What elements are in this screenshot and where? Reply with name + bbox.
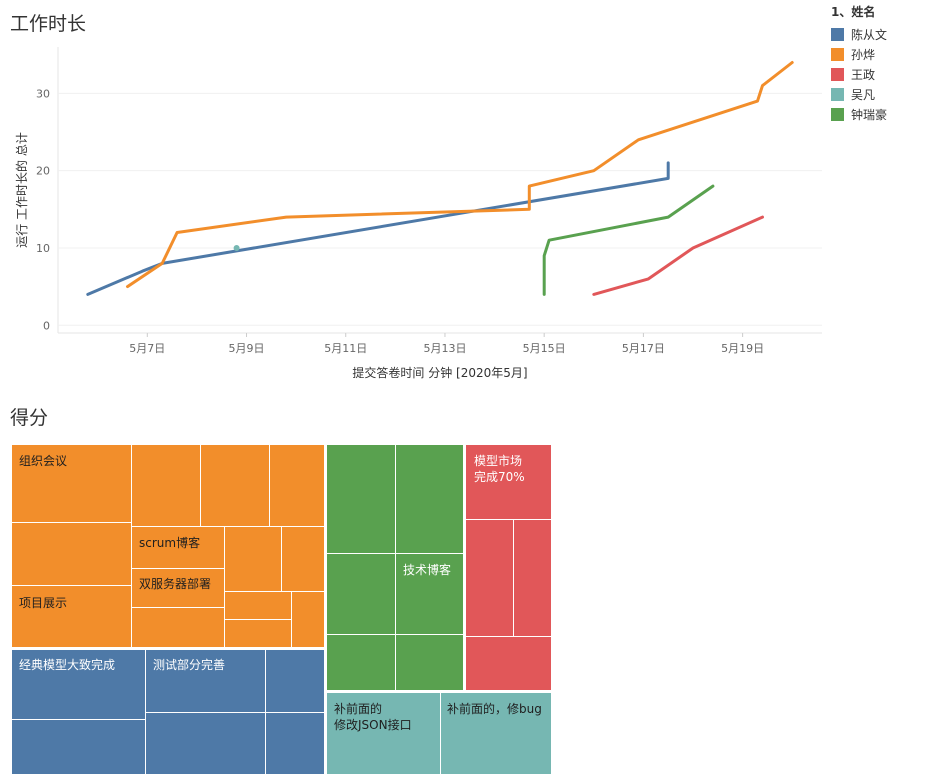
treemap-cell-chencongwen[interactable] <box>265 649 325 713</box>
legend-label: 吴凡 <box>851 87 876 102</box>
treemap-cell-sunye[interactable] <box>11 444 132 523</box>
treemap-cell-zhongruihao[interactable] <box>395 553 464 635</box>
treemap-cell-zhongruihao[interactable] <box>395 634 464 691</box>
treemap-cell-zhongruihao[interactable] <box>326 553 396 635</box>
treemap-cell-wufan[interactable] <box>440 692 552 775</box>
legend-item[interactable]: 王政 <box>831 64 887 84</box>
treemap-cell-wufan[interactable] <box>326 692 441 775</box>
treemap-cell-sunye[interactable] <box>224 591 292 620</box>
x-tick-label: 5月13日 <box>423 342 466 355</box>
x-axis-label: 提交答卷时间 分钟 [2020年5月] <box>352 365 527 380</box>
treemap-cell-sunye[interactable] <box>224 526 282 592</box>
treemap-cell-chencongwen[interactable] <box>265 712 325 775</box>
legend-swatch <box>831 107 844 121</box>
treemap-cell-sunye[interactable] <box>224 619 292 648</box>
series-line-2[interactable] <box>592 215 764 296</box>
legend-swatch <box>831 67 844 81</box>
treemap-cell-wangzheng[interactable] <box>513 519 552 637</box>
series-line-0[interactable] <box>86 161 670 296</box>
treemap-cell-wangzheng[interactable] <box>465 636 552 691</box>
legend-label: 陈从文 <box>851 27 888 42</box>
treemap-cell-chencongwen[interactable] <box>11 719 146 775</box>
x-tick-label: 5月19日 <box>721 342 764 355</box>
y-tick-label: 30 <box>36 87 50 100</box>
treemap-cell-sunye[interactable] <box>269 444 325 527</box>
line-chart: 0 10 20 30 5月7日 5月9日 5月11日 5月13日 5月15日 5月17日 5月19日… <box>14 47 822 380</box>
legend-item[interactable]: 钟瑞豪 <box>831 104 887 124</box>
treemap-title: 得分 <box>10 407 49 429</box>
treemap-cell-zhongruihao[interactable] <box>326 634 396 691</box>
treemap-cell-sunye[interactable] <box>291 591 325 648</box>
y-tick-label: 0 <box>43 319 50 332</box>
treemap-cell-sunye[interactable] <box>131 526 225 569</box>
series-point-3[interactable] <box>233 244 240 251</box>
treemap-cell-wangzheng[interactable] <box>465 444 552 520</box>
treemap-cell-sunye[interactable] <box>11 522 132 586</box>
x-tick-label: 5月11日 <box>324 342 367 355</box>
legend-title: 1、姓名 <box>831 5 876 19</box>
treemap-cell-sunye[interactable] <box>131 607 225 648</box>
legend-swatch <box>831 87 844 101</box>
treemap-cell-chencongwen[interactable] <box>145 649 266 713</box>
legend-label: 孙烨 <box>851 47 876 62</box>
y-axis-label: 运行 工作时长的 总计 <box>14 132 29 248</box>
treemap-cell-sunye[interactable] <box>11 585 132 648</box>
treemap-cell-sunye[interactable] <box>131 444 201 527</box>
treemap-cell-sunye[interactable] <box>200 444 270 527</box>
treemap-cell-sunye[interactable] <box>281 526 325 592</box>
y-tick-label: 20 <box>36 165 50 178</box>
x-tick-label: 5月15日 <box>523 342 566 355</box>
x-tick-label: 5月9日 <box>229 342 265 355</box>
legend: 1、姓名 陈从文孙烨王政吴凡钟瑞豪 <box>831 3 887 124</box>
treemap-cell-chencongwen[interactable] <box>145 712 266 775</box>
legend-swatch <box>831 27 844 41</box>
treemap-cell-chencongwen[interactable] <box>11 649 146 720</box>
treemap-cell-sunye[interactable] <box>131 568 225 608</box>
treemap-cell-zhongruihao[interactable] <box>395 444 464 554</box>
y-tick-label: 10 <box>36 242 50 255</box>
legend-item[interactable]: 孙烨 <box>831 44 887 64</box>
legend-item[interactable]: 陈从文 <box>831 24 887 44</box>
legend-label: 王政 <box>851 67 876 82</box>
legend-item[interactable]: 吴凡 <box>831 84 887 104</box>
legend-label: 钟瑞豪 <box>851 107 888 122</box>
legend-swatch <box>831 47 844 61</box>
treemap-cell-zhongruihao[interactable] <box>326 444 396 554</box>
treemap-cell-wangzheng[interactable] <box>465 519 514 637</box>
line-chart-title: 工作时长 <box>10 13 87 35</box>
series-line-4[interactable] <box>542 184 715 296</box>
x-tick-label: 5月17日 <box>622 342 665 355</box>
x-tick-label: 5月7日 <box>129 342 165 355</box>
series-line-1[interactable] <box>126 61 794 289</box>
